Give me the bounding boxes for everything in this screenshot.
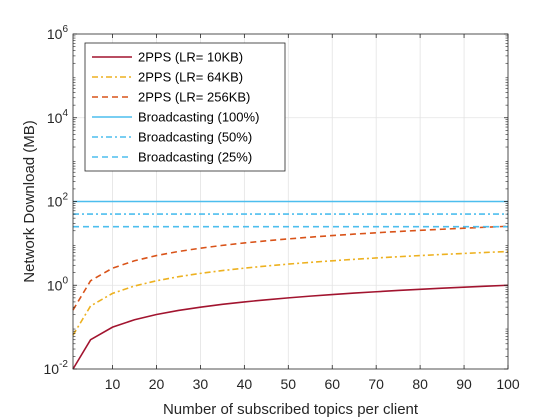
series-line [72,250,509,336]
y-axis-title: Network Download (MB) [21,120,38,283]
x-tick-label: 60 [324,376,340,392]
x-tick-label: 70 [368,376,384,392]
x-tick-label: 40 [237,376,253,392]
x-tick-label: 10 [105,376,121,392]
y-tick-label: 102 [47,192,69,210]
legend-label: 2PPS (LR= 256KB) [138,90,250,105]
ticks [73,33,509,370]
y-tick-label: 104 [47,108,69,126]
x-tick-label: 100 [496,376,520,392]
legend-label: 2PPS (LR= 64KB) [138,70,243,85]
x-tick-labels: 10 20 30 40 50 60 70 80 90 100 [105,376,520,392]
legend-box [84,42,286,172]
y-tick-label: 100 [47,275,69,293]
legend-label: Broadcasting (25%) [138,150,252,165]
series-line [72,225,509,311]
x-tick-label: 30 [193,376,209,392]
legend-label: Broadcasting (100%) [138,110,259,125]
x-tick-label: 50 [281,376,297,392]
x-tick-label: 20 [149,376,165,392]
y-tick-labels: 10-2 100 102 104 106 [44,24,69,377]
series-line [72,284,509,370]
x-tick-label: 90 [456,376,472,392]
legend: 2PPS (LR= 10KB) 2PPS (LR= 64KB) 2PPS (LR= … [84,42,286,172]
y-tick-label: 106 [47,24,69,42]
x-axis-title: Number of subscribed topics per client [163,401,419,418]
legend-label: Broadcasting (50%) [138,130,252,145]
x-tick-label: 80 [412,376,428,392]
legend-label: 2PPS (LR= 10KB) [138,50,243,65]
series-layer [72,200,509,370]
y-tick-label: 10-2 [44,359,69,377]
